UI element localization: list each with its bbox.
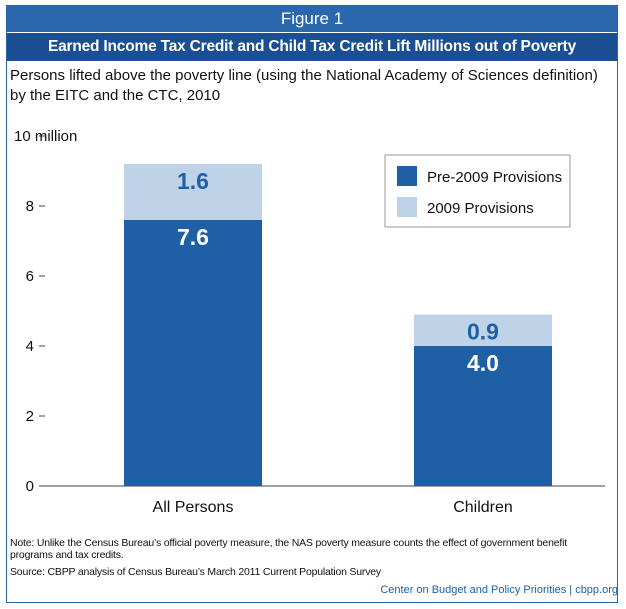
- x-category-label: Children: [453, 499, 513, 516]
- y-tick-label: 10 million: [14, 128, 77, 145]
- publisher-credit: Center on Budget and Policy Priorities |…: [380, 584, 618, 596]
- bar-2009-provisions: [414, 314, 552, 346]
- chart-subtitle: Persons lifted above the poverty line (u…: [10, 66, 610, 106]
- bar-pre2009: [124, 220, 262, 486]
- y-tick-label: 2: [26, 408, 34, 425]
- y-tick-label: 0: [26, 478, 34, 495]
- legend-swatch-pre2009: [397, 166, 417, 186]
- bar-pre2009: [414, 346, 552, 486]
- y-tick-label: 4: [26, 338, 34, 355]
- subtitle-line-1: Persons lifted above the poverty line (u…: [10, 67, 598, 84]
- chart-note: Note: Unlike the Census Bureau’s officia…: [10, 537, 567, 561]
- legend-swatch-2009-provisions: [397, 197, 417, 217]
- y-tick-label: 6: [26, 268, 34, 285]
- figure-frame: Figure 1 Earned Income Tax Credit and Ch…: [6, 5, 618, 603]
- subtitle-line-2: by the EITC and the CTC, 2010: [10, 87, 221, 104]
- figure-label: Figure 1: [7, 6, 617, 33]
- bar-2009-provisions: [124, 164, 262, 220]
- data-label-pre2009: 7.6: [177, 224, 209, 250]
- legend-label-2009-provisions: 2009 Provisions: [427, 200, 534, 217]
- legend-label-pre2009: Pre-2009 Provisions: [427, 169, 562, 186]
- data-label-pre2009: 4.0: [467, 350, 499, 376]
- y-tick-label: 8: [26, 198, 34, 215]
- data-label-2009-provisions: 0.9: [467, 319, 499, 345]
- data-label-2009-provisions: 1.6: [177, 168, 209, 194]
- x-category-label: All Persons: [153, 499, 234, 516]
- chart-source: Source: CBPP analysis of Census Bureau’s…: [10, 566, 381, 578]
- figure-title: Earned Income Tax Credit and Child Tax C…: [7, 33, 617, 61]
